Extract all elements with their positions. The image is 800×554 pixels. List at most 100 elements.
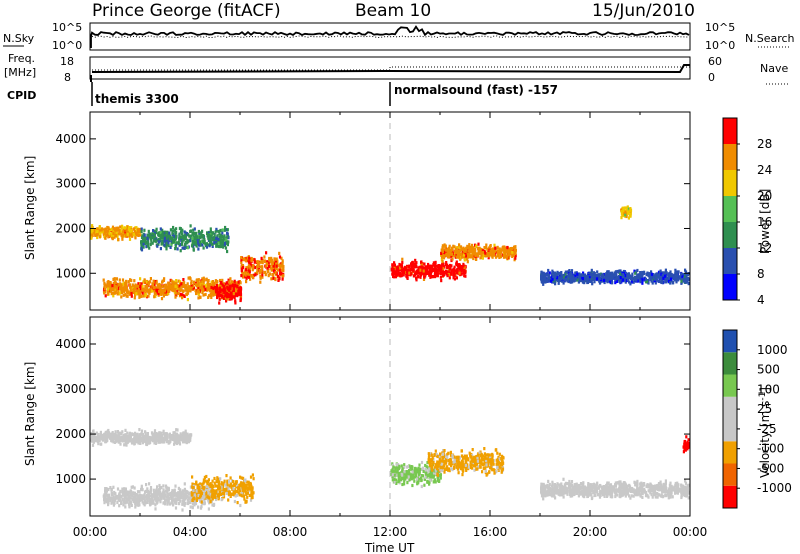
scatter-cell bbox=[446, 270, 449, 274]
scatter-cell bbox=[641, 281, 644, 285]
scatter-cell bbox=[440, 279, 443, 283]
scatter-cell bbox=[599, 276, 602, 280]
scatter-cell bbox=[267, 274, 270, 278]
scatter-cell bbox=[157, 292, 160, 296]
scatter-cell bbox=[225, 237, 228, 241]
scatter-cell bbox=[137, 497, 140, 501]
scatter-cell bbox=[140, 230, 143, 234]
scatter-cell bbox=[100, 228, 103, 232]
scatter-cell bbox=[195, 244, 198, 248]
scatter-cell bbox=[497, 252, 500, 256]
scatter-cell bbox=[163, 243, 166, 247]
scatter-cell bbox=[253, 260, 256, 264]
scatter-cell bbox=[173, 238, 176, 242]
scatter-cell bbox=[450, 252, 453, 256]
scatter-cell bbox=[186, 434, 190, 438]
scatter-cell bbox=[122, 491, 126, 495]
scatter-cell bbox=[217, 229, 220, 234]
scatter-cell bbox=[215, 236, 218, 240]
scatter-cell bbox=[139, 227, 142, 232]
scatter-cell bbox=[261, 275, 264, 279]
scatter-cell bbox=[439, 275, 442, 279]
scatter-cell bbox=[259, 276, 262, 280]
scatter-cell bbox=[176, 247, 179, 251]
scatter-cell bbox=[197, 282, 200, 286]
scatter-cell bbox=[614, 270, 617, 274]
scatter-cell bbox=[591, 282, 594, 286]
scatter-cell bbox=[158, 490, 161, 494]
scatter-cell bbox=[154, 280, 157, 284]
scatter-cell bbox=[202, 236, 205, 240]
scatter-cell bbox=[267, 269, 270, 273]
scatter-cell bbox=[419, 275, 422, 279]
scatter-cell bbox=[133, 290, 136, 294]
scatter-cell bbox=[180, 282, 183, 286]
scatter-cell bbox=[650, 274, 653, 278]
scatter-cell bbox=[643, 271, 646, 275]
scatter-cell bbox=[562, 281, 565, 285]
scatter-cell bbox=[189, 498, 192, 502]
scatter-cell bbox=[453, 277, 456, 281]
scatter-cell bbox=[448, 246, 451, 250]
scatter-cell bbox=[197, 296, 200, 300]
scatter-cell bbox=[456, 251, 459, 255]
scatter-cell bbox=[173, 434, 176, 438]
scatter-cell bbox=[135, 226, 138, 230]
scatter-cell bbox=[484, 251, 487, 255]
scatter-cell bbox=[459, 252, 462, 256]
scatter-cell bbox=[219, 245, 222, 249]
scatter-cell bbox=[121, 278, 125, 282]
scatter-cell bbox=[109, 282, 112, 286]
scatter-cell bbox=[110, 434, 113, 438]
scatter-cell bbox=[209, 282, 212, 287]
scatter-cell bbox=[190, 286, 193, 290]
scatter-cell bbox=[271, 261, 274, 265]
scatter-cell bbox=[668, 272, 671, 276]
scatter-cell bbox=[166, 435, 169, 439]
scatter-cell bbox=[280, 271, 283, 275]
scatter-cell bbox=[220, 288, 223, 292]
scatter-cell bbox=[140, 227, 143, 231]
scatter-cell bbox=[163, 236, 166, 240]
scatter-cell bbox=[417, 266, 420, 270]
scatter-cell bbox=[551, 277, 554, 281]
scatter-cell bbox=[129, 496, 132, 500]
scatter-cell bbox=[171, 495, 174, 499]
scatter-cell bbox=[602, 273, 605, 277]
scatter-cell bbox=[401, 257, 404, 261]
scatter-cell bbox=[105, 487, 108, 491]
scatter-cell bbox=[162, 288, 165, 293]
scatter-cell bbox=[409, 269, 412, 273]
scatter-cell bbox=[211, 280, 215, 284]
scatter-cell bbox=[458, 271, 461, 275]
scatter-cell bbox=[443, 243, 446, 247]
scatter-cell bbox=[260, 258, 263, 262]
scatter-cell bbox=[140, 436, 144, 440]
scatter-cell bbox=[156, 485, 159, 489]
colorbar-tick-label: 28 bbox=[757, 137, 772, 151]
scatter-cell bbox=[158, 234, 161, 238]
scatter-cell bbox=[481, 249, 484, 253]
scatter-cell bbox=[609, 271, 613, 275]
scatter-cell bbox=[186, 438, 190, 442]
scatter-cell bbox=[123, 226, 126, 230]
scatter-cell bbox=[664, 268, 667, 272]
scatter-cell bbox=[104, 430, 107, 434]
scatter-cell bbox=[136, 490, 140, 494]
scatter-cell bbox=[134, 496, 137, 501]
scatter-cell bbox=[156, 492, 159, 496]
scatter-cell bbox=[275, 262, 278, 266]
scatter-cell bbox=[189, 434, 192, 438]
scatter-cell bbox=[597, 276, 600, 280]
scatter-cell bbox=[493, 243, 496, 247]
scatter-cell bbox=[239, 281, 242, 285]
scatter-cell bbox=[107, 235, 110, 239]
scatter-cell bbox=[179, 280, 182, 284]
freq-label-2: [MHz] bbox=[4, 66, 36, 79]
scatter-cell bbox=[173, 234, 176, 239]
scatter-cell bbox=[514, 251, 517, 256]
scatter-cell bbox=[184, 285, 187, 289]
scatter-cell bbox=[228, 297, 231, 301]
scatter-cell bbox=[107, 501, 110, 505]
scatter-cell bbox=[166, 238, 169, 242]
